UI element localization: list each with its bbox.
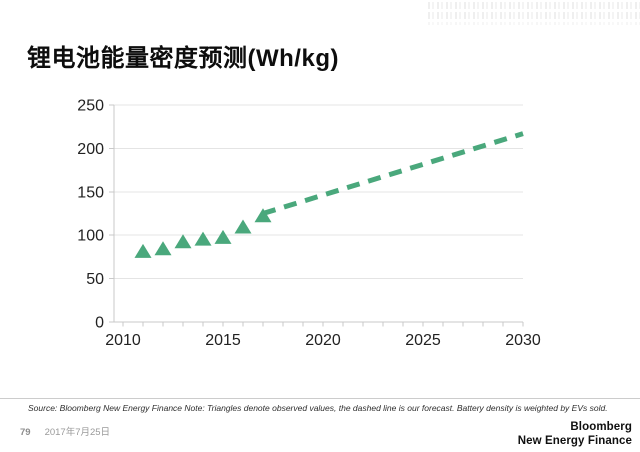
observed-point-2014 [194,231,212,246]
observed-triangles [134,208,272,258]
y-tick-label: 0 [95,315,104,332]
x-tick-label: 2030 [505,332,541,349]
gridlines [114,104,523,323]
watermark-row [428,2,640,9]
y-tick-label: 100 [77,228,104,245]
x-tick-label: 2015 [205,332,241,349]
logo-line-2: New Energy Finance [517,435,632,448]
observed-point-2012 [154,241,172,256]
y-tick-label: 250 [77,98,104,115]
x-tick-label: 2010 [105,332,141,349]
watermark-row [428,22,640,25]
axes [109,104,524,327]
forecast-dashed-line [262,131,524,216]
logo-line-1: Bloomberg [570,421,632,433]
y-tick-label: 150 [77,184,104,201]
observed-point-2016 [234,219,252,234]
energy-density-chart: 0 50 100 150 200 250 2010 2015 2020 2025 2030 [77,98,541,350]
axis-labels: 0 50 100 150 200 250 2010 2015 2020 2025 2030 [77,98,541,350]
observed-point-2011 [134,243,152,258]
source-note: Source: Bloomberg New Energy Finance Not… [28,403,608,413]
bnef-logo: Bloomberg New Energy Finance [518,420,632,448]
x-tick-label: 2020 [305,332,341,349]
watermark-noise [428,2,640,34]
observed-point-2017 [254,208,272,223]
footer-meta: 79 2017年7月25日 [20,424,110,438]
observed-point-2013 [174,234,192,249]
watermark-row [428,12,640,19]
footer-divider [0,398,640,399]
observed-point-2015 [214,229,232,244]
x-tick-label: 2025 [405,332,441,349]
page-number: 79 [20,427,31,438]
y-tick-label: 200 [77,141,104,158]
slide-date: 2017年7月25日 [44,427,111,438]
page-title: 锂电池能量密度预测(Wh/kg) [27,45,339,73]
y-tick-label: 50 [86,271,104,288]
